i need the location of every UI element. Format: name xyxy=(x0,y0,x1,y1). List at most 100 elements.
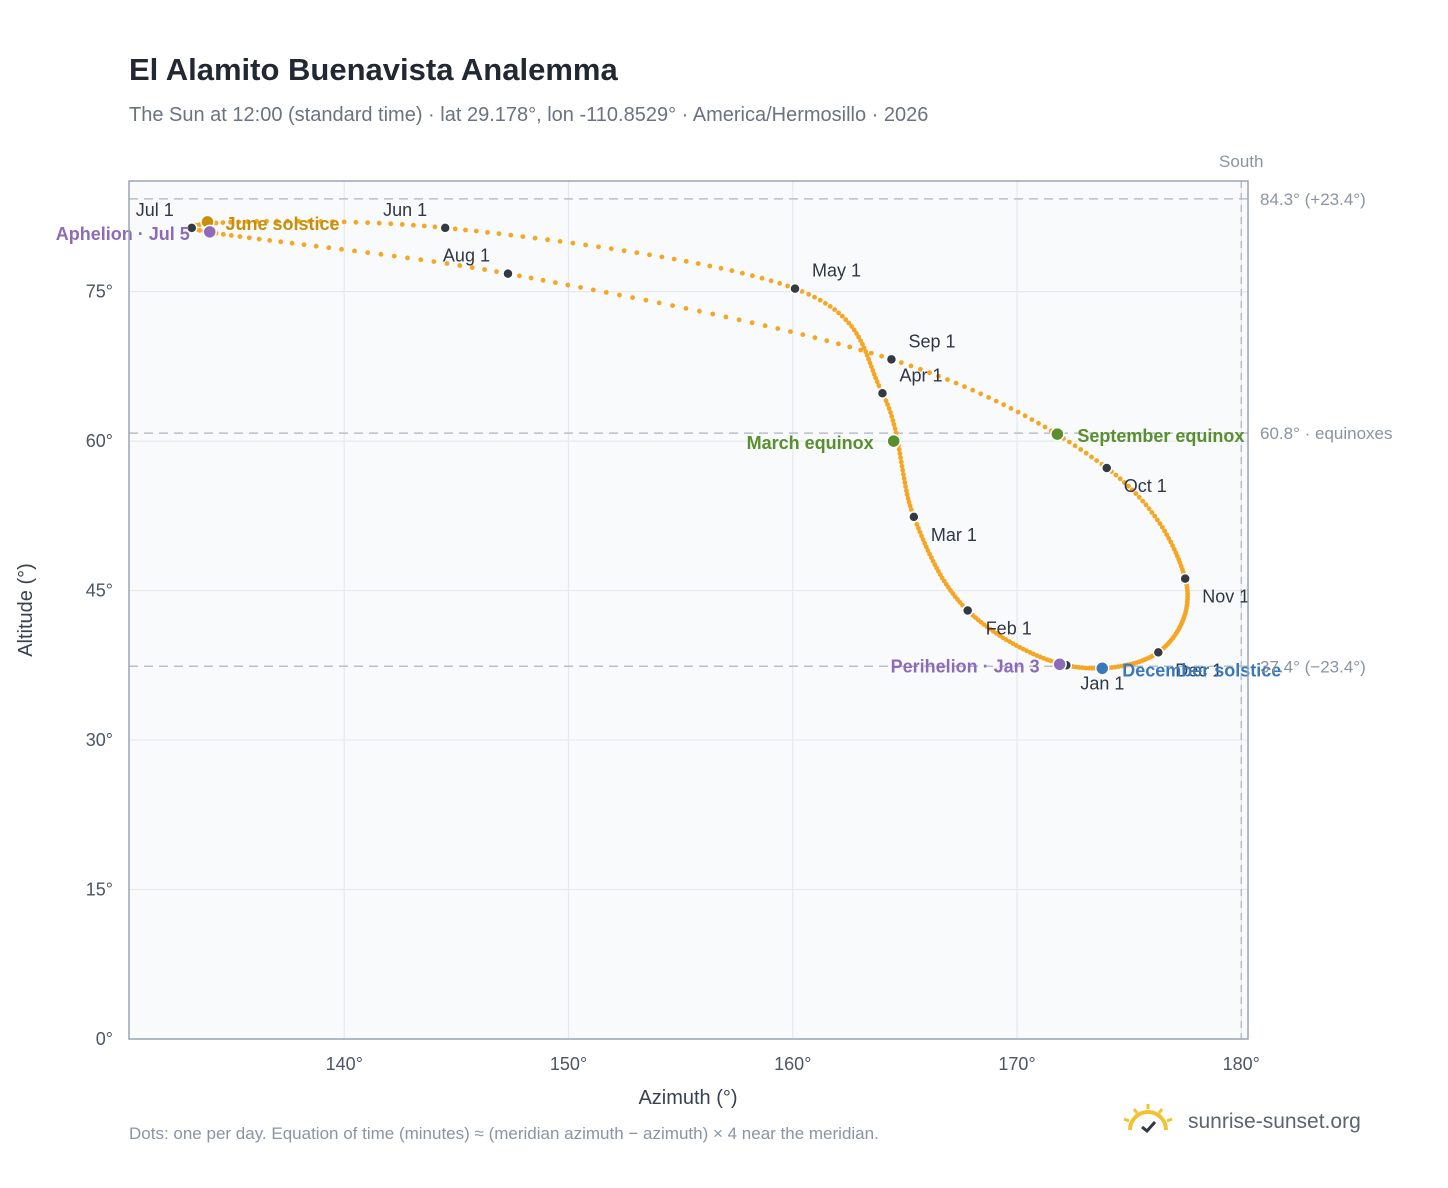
daily-sun-dot xyxy=(901,472,906,477)
daily-sun-dot xyxy=(904,488,909,493)
daily-sun-dot xyxy=(278,239,284,245)
daily-sun-dot xyxy=(823,300,828,306)
daily-sun-dot xyxy=(671,256,677,262)
daily-sun-dot xyxy=(817,297,823,303)
daily-sun-dot xyxy=(630,295,635,300)
daily-sun-dot xyxy=(1168,539,1174,545)
daily-sun-dot xyxy=(903,484,908,489)
month-marker xyxy=(186,222,198,234)
y-tick-label: 30° xyxy=(86,730,113,750)
daily-sun-dot xyxy=(411,222,416,228)
daily-sun-dot xyxy=(603,290,609,295)
daily-sun-dot xyxy=(339,246,344,252)
daily-sun-dot xyxy=(296,218,301,224)
daily-sun-dot xyxy=(901,476,907,481)
daily-sun-dot xyxy=(1113,472,1119,478)
daily-sun-dot xyxy=(621,248,627,254)
daily-sun-dot xyxy=(570,240,576,246)
daily-sun-dot xyxy=(970,387,976,393)
daily-sun-dot xyxy=(777,280,783,286)
daily-sun-dot xyxy=(710,311,716,317)
month-label: Oct 1 xyxy=(1124,476,1167,496)
daily-sun-dot xyxy=(1152,513,1158,519)
daily-sun-dot xyxy=(896,447,902,452)
brand[interactable]: sunrise-sunset.org xyxy=(1120,1102,1361,1141)
daily-sun-dot xyxy=(643,297,649,303)
daily-sun-dot xyxy=(868,350,874,356)
daily-sun-dot xyxy=(1125,483,1131,489)
daily-sun-dot xyxy=(353,219,359,225)
daily-sun-dot xyxy=(812,335,818,341)
daily-sun-dot xyxy=(908,363,914,369)
x-tick-label: 140° xyxy=(326,1054,363,1074)
daily-sun-dot xyxy=(812,294,817,300)
daily-sun-dot xyxy=(496,231,502,237)
daily-sun-dot xyxy=(267,238,273,243)
daily-sun-dot xyxy=(871,371,877,377)
daily-sun-dot xyxy=(945,377,950,382)
daily-sun-dot xyxy=(341,219,347,225)
daily-sun-dot xyxy=(463,227,468,233)
daily-sun-dot xyxy=(220,220,226,226)
daily-sun-dot xyxy=(759,275,765,281)
daily-sun-dot xyxy=(617,292,622,298)
daily-sun-dot xyxy=(1022,413,1028,419)
daily-sun-dot xyxy=(517,273,522,279)
y-tick-label: 0° xyxy=(96,1029,113,1049)
y-tick-label: 75° xyxy=(86,282,113,302)
daily-sun-dot xyxy=(891,422,897,427)
daily-sun-dot xyxy=(718,265,724,271)
daily-sun-dot xyxy=(906,499,912,505)
daily-sun-dot xyxy=(313,243,319,249)
daily-sun-dot xyxy=(869,364,874,369)
daily-sun-dot xyxy=(1155,517,1160,523)
daily-sun-dot xyxy=(836,310,841,316)
daily-sun-dot xyxy=(849,324,854,329)
daily-sun-dot xyxy=(1146,506,1152,511)
daily-sun-dot xyxy=(919,533,924,539)
x-tick-label: 180° xyxy=(1223,1054,1260,1074)
daily-sun-dot xyxy=(858,347,864,353)
daily-sun-dot xyxy=(922,540,928,546)
daily-sun-dot xyxy=(899,463,905,469)
daily-sun-dot xyxy=(839,313,845,319)
daily-sun-dot xyxy=(376,220,382,226)
daily-sun-dot xyxy=(1140,498,1146,504)
daily-sun-dot xyxy=(886,406,892,411)
daily-sun-dot xyxy=(1008,406,1014,411)
month-label: Feb 1 xyxy=(986,618,1032,638)
daily-sun-dot xyxy=(399,222,405,227)
daily-sun-dot xyxy=(723,314,729,320)
event-label: December solstice xyxy=(1122,660,1281,680)
daily-sun-dot xyxy=(1078,447,1084,452)
daily-sun-dot xyxy=(925,548,931,553)
daily-sun-dot xyxy=(695,261,701,266)
daily-sun-dot xyxy=(659,254,665,260)
daily-sun-dot xyxy=(762,323,768,329)
daily-sun-dot xyxy=(246,235,252,241)
daily-sun-dot xyxy=(1067,439,1072,445)
y-tick-label: 45° xyxy=(86,581,113,601)
daily-sun-dot xyxy=(1029,417,1035,422)
daily-sun-dot xyxy=(836,341,841,347)
daily-sun-dot xyxy=(1094,458,1100,463)
daily-sun-dot xyxy=(634,250,640,256)
x-tick-label: 150° xyxy=(550,1054,587,1074)
daily-sun-dot xyxy=(596,244,601,250)
daily-sun-dot xyxy=(378,251,384,257)
daily-sun-dot xyxy=(914,522,920,527)
month-label: Jan 1 xyxy=(1080,673,1124,693)
daily-sun-dot xyxy=(827,304,833,309)
daily-sun-dot xyxy=(421,223,427,229)
daily-sun-dot xyxy=(683,306,689,311)
daily-sun-dot xyxy=(388,221,394,227)
daily-sun-dot xyxy=(590,287,596,293)
y-tick-label: 15° xyxy=(86,880,113,900)
daily-sun-dot xyxy=(978,391,984,397)
month-label: Jul 1 xyxy=(136,200,174,220)
daily-sun-dot xyxy=(520,234,526,240)
daily-sun-dot xyxy=(1036,420,1041,426)
daily-sun-dot xyxy=(365,220,370,226)
reference-line-label: 84.3° (+23.4°) xyxy=(1260,190,1366,209)
daily-sun-dot xyxy=(1159,524,1165,530)
